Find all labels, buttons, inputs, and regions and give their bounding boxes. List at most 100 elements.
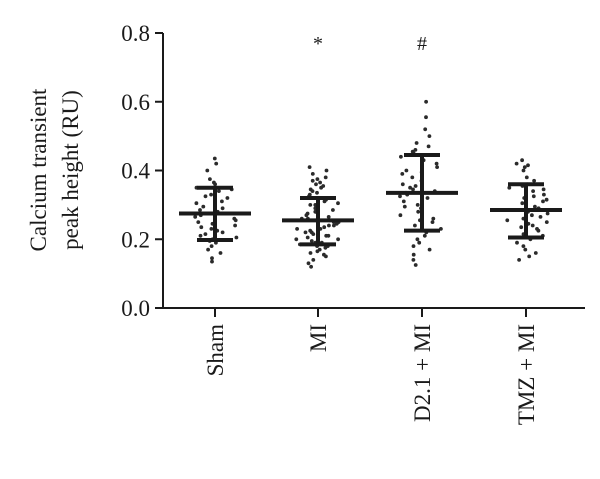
- data-point: [538, 215, 543, 219]
- significance-mark: #: [417, 33, 427, 55]
- data-point: [413, 263, 418, 267]
- x-axis: Sham MI D2.1 + MI TMZ + MI: [163, 307, 585, 425]
- data-point: [336, 201, 340, 206]
- data-point: [542, 192, 546, 197]
- data-point: [198, 208, 202, 212]
- data-point: [413, 223, 417, 228]
- data-point: [520, 201, 525, 206]
- data-point: [310, 172, 315, 176]
- data-point: [315, 177, 320, 182]
- data-point: [424, 99, 428, 104]
- data-point: [523, 247, 528, 252]
- data-point: [517, 258, 521, 262]
- data-point: [413, 184, 418, 188]
- y-axis-label-line: peak height (RU): [58, 90, 83, 250]
- data-point: [220, 230, 225, 235]
- data-point: [532, 178, 536, 183]
- data-point: [220, 206, 225, 211]
- significance-annotations: * #: [313, 33, 427, 55]
- data-point: [331, 208, 335, 212]
- data-point: [311, 232, 316, 237]
- data-points: [193, 99, 550, 269]
- data-point: [425, 196, 430, 200]
- data-point: [306, 261, 311, 266]
- data-point: [327, 223, 331, 228]
- mean-sd-bars: [179, 153, 562, 247]
- data-point: [426, 144, 431, 149]
- data-point: [524, 175, 529, 180]
- data-point: [401, 199, 406, 204]
- data-point: [398, 213, 403, 218]
- data-point: [203, 232, 208, 237]
- data-point: [531, 194, 536, 199]
- data-point: [311, 258, 316, 262]
- data-point: [217, 189, 221, 194]
- data-point: [399, 154, 403, 159]
- data-point: [208, 177, 212, 182]
- data-point: [309, 239, 314, 243]
- data-point: [541, 199, 545, 204]
- data-point: [507, 185, 512, 190]
- data-point: [408, 185, 412, 190]
- data-point: [526, 163, 530, 168]
- data-point: [520, 158, 524, 163]
- data-point: [326, 233, 331, 238]
- data-point: [530, 213, 534, 218]
- data-point: [233, 218, 238, 223]
- data-point: [533, 251, 538, 255]
- data-point: [324, 254, 328, 259]
- data-point: [416, 209, 421, 214]
- data-point: [404, 168, 409, 173]
- data-point: [206, 247, 211, 252]
- data-point: [434, 161, 439, 166]
- y-tick-label: 0.6: [121, 90, 150, 115]
- data-point: [315, 190, 319, 195]
- data-point: [194, 201, 199, 206]
- data-point: [308, 251, 313, 255]
- data-point: [514, 161, 519, 166]
- data-point: [205, 168, 210, 173]
- data-point: [201, 204, 206, 209]
- data-point: [220, 199, 224, 204]
- data-point: [196, 220, 201, 225]
- significance-mark: *: [313, 33, 323, 55]
- data-point: [295, 227, 299, 231]
- data-point: [309, 264, 313, 269]
- data-point: [315, 249, 320, 254]
- data-point: [530, 223, 535, 228]
- data-point: [521, 168, 526, 173]
- y-axis-label: Calcium transient peak height (RU): [26, 88, 83, 251]
- data-point: [209, 192, 214, 197]
- data-point: [218, 251, 223, 255]
- data-point: [233, 223, 238, 228]
- data-point: [210, 259, 214, 264]
- data-point: [213, 182, 218, 187]
- data-point: [415, 203, 420, 207]
- data-point: [326, 215, 331, 219]
- data-point: [402, 204, 407, 209]
- data-point: [415, 237, 420, 242]
- data-point: [505, 218, 510, 223]
- data-point: [193, 215, 198, 219]
- data-point: [522, 165, 527, 170]
- data-point: [430, 220, 435, 225]
- data-point: [431, 216, 436, 221]
- data-point: [413, 148, 418, 152]
- data-point: [411, 244, 416, 249]
- data-point: [305, 235, 310, 240]
- data-point: [209, 244, 214, 249]
- data-point: [398, 194, 402, 199]
- y-axis: 0.0 0.2 0.4 0.6 0.8: [121, 21, 164, 321]
- y-tick-label: 0.2: [121, 227, 150, 252]
- data-point: [308, 203, 313, 207]
- data-point: [307, 165, 312, 170]
- data-point: [294, 237, 299, 242]
- data-point: [225, 196, 230, 200]
- data-point: [323, 245, 328, 250]
- y-tick-label: 0.8: [121, 21, 150, 46]
- data-point: [545, 211, 550, 216]
- data-point: [533, 204, 537, 209]
- y-axis-label-line: Calcium transient: [26, 88, 51, 251]
- data-point: [303, 230, 308, 235]
